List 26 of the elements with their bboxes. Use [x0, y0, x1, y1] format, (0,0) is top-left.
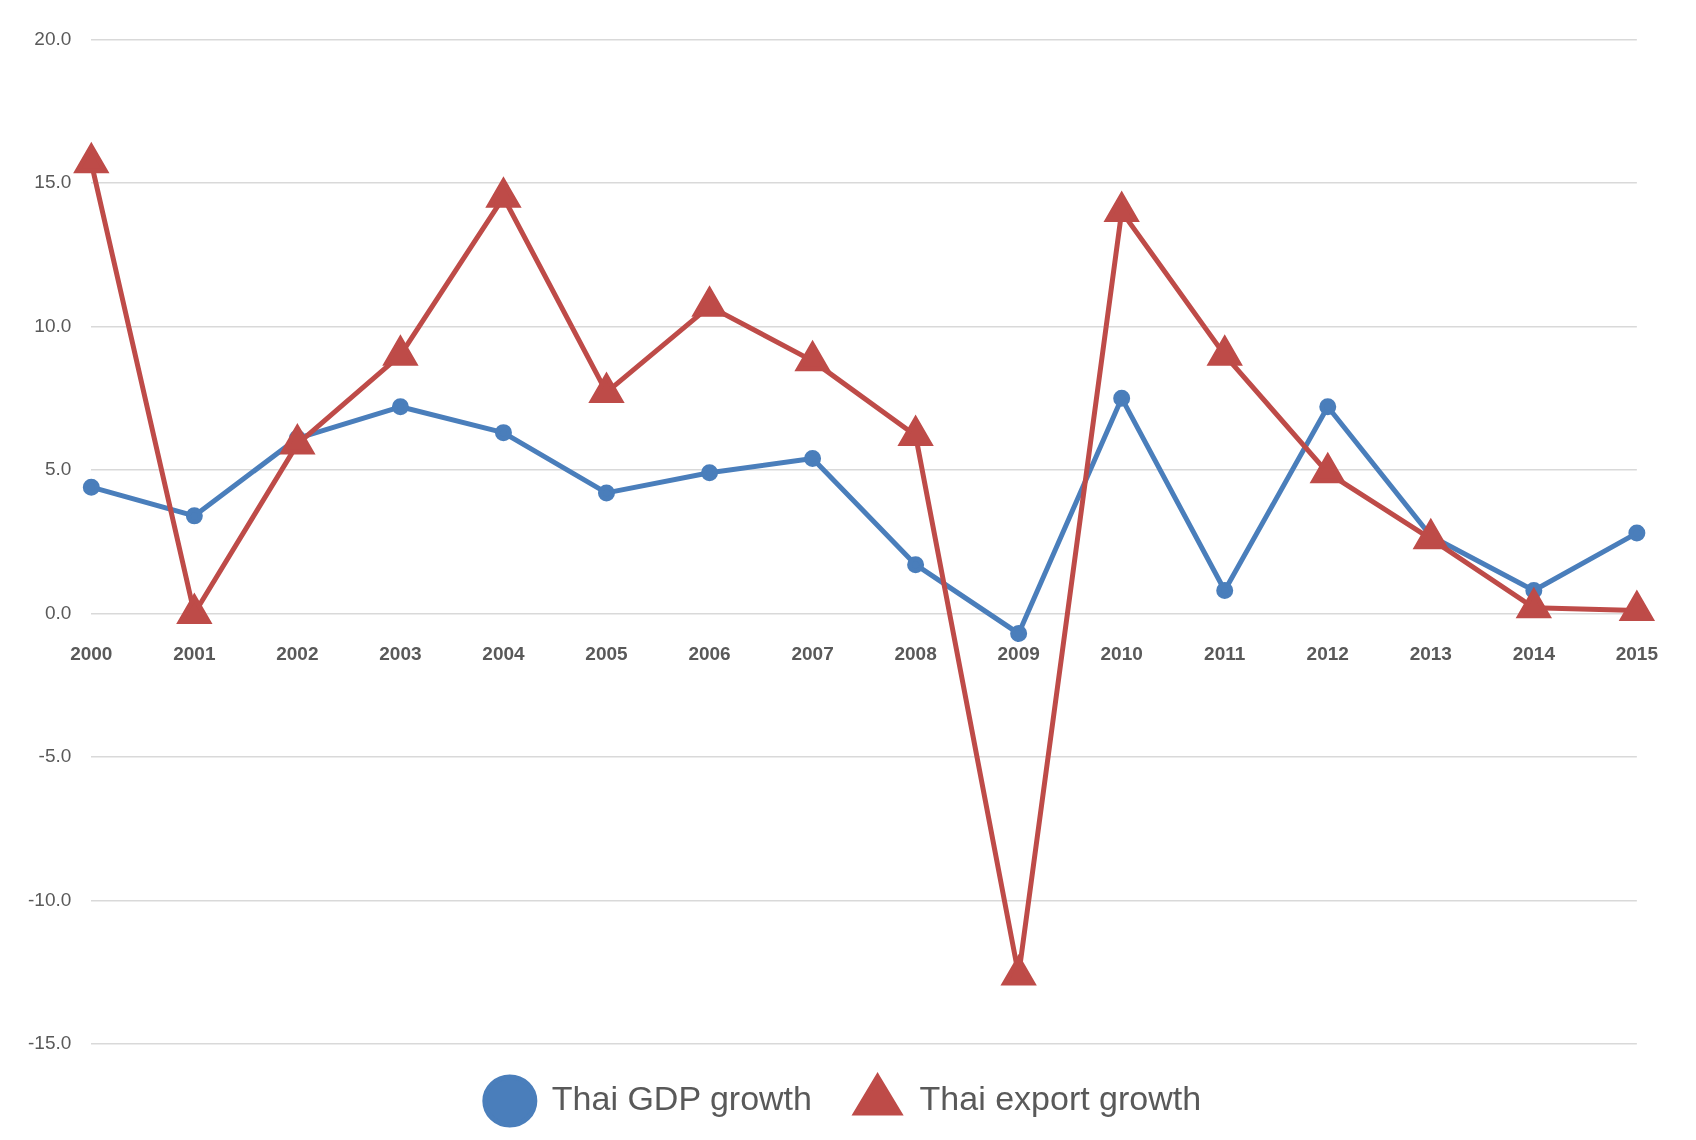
x-tick-label: 2003 — [379, 643, 422, 665]
x-tick-label: 2014 — [1512, 643, 1556, 665]
x-tick-label: 2010 — [1100, 643, 1143, 665]
y-tick-label: 20.0 — [34, 27, 72, 49]
x-tick-label: 2001 — [173, 643, 216, 665]
x-tick-label: 2013 — [1409, 643, 1452, 665]
x-tick-label: 2009 — [997, 643, 1040, 665]
x-tick-label: 2000 — [70, 643, 113, 665]
x-tick-label: 2008 — [894, 643, 937, 665]
legend-label: Thai GDP growth — [551, 1079, 812, 1118]
y-tick-label: 0.0 — [44, 601, 72, 623]
x-tick-label: 2002 — [276, 643, 319, 665]
y-tick-label: -5.0 — [38, 745, 72, 767]
y-tick-label: 15.0 — [34, 171, 72, 193]
x-tick-label: 2006 — [688, 643, 731, 665]
y-tick-label: -15.0 — [27, 1032, 72, 1054]
y-tick-label: 10.0 — [34, 314, 72, 336]
y-tick-label: 5.0 — [44, 458, 72, 480]
x-tick-label: 2011 — [1204, 643, 1246, 665]
x-tick-label: 2004 — [482, 643, 526, 665]
x-tick-label: 2012 — [1306, 643, 1349, 665]
x-tick-label: 2005 — [585, 643, 629, 665]
x-tick-label: 2007 — [791, 643, 834, 665]
legend-label: Thai export growth — [919, 1079, 1202, 1118]
x-tick-label: 2015 — [1615, 643, 1659, 665]
y-tick-label: -10.0 — [27, 888, 72, 910]
